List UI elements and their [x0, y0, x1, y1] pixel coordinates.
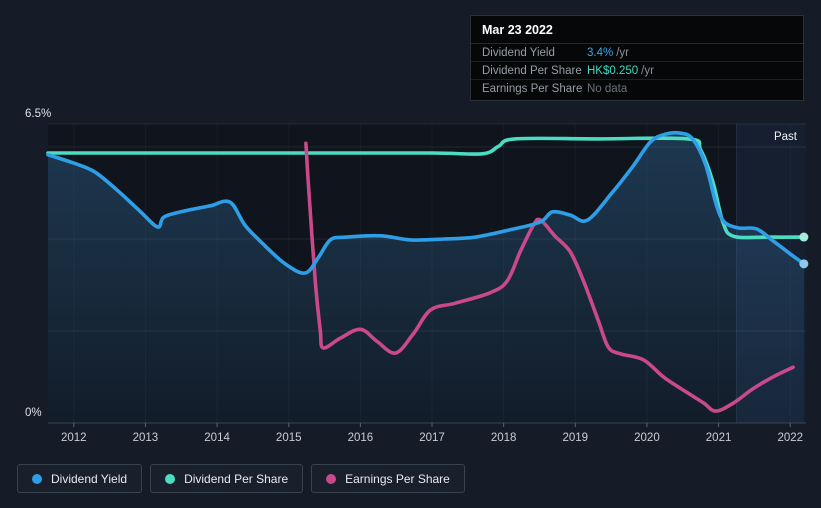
x-axis-label: 2013 [133, 432, 159, 444]
x-axis-label: 2018 [491, 432, 517, 444]
legend-item-dividend-yield[interactable]: Dividend Yield [17, 464, 143, 493]
y-axis-min-label: 0% [25, 407, 42, 419]
tooltip-value-suffix: /yr [616, 46, 629, 59]
legend-label: Dividend Yield [51, 471, 128, 486]
past-label: Past [774, 131, 798, 143]
x-axis-label: 2014 [204, 432, 230, 444]
tooltip-value: HK$0.250 [587, 64, 639, 77]
legend-label: Dividend Per Share [184, 471, 289, 486]
tooltip-label: Dividend Yield [482, 46, 555, 59]
dividend-yield-line [46, 130, 806, 275]
tooltip-row-earnings-per-share: Earnings Per Share No data [471, 80, 803, 100]
dividend-per-share-line [46, 136, 806, 240]
x-axis-ticks: 2012 2013 2014 2015 2016 2017 2018 2019 2020 2021… [61, 423, 803, 444]
dividend-yield-end-marker [799, 259, 809, 269]
earnings-per-share-line [304, 141, 795, 413]
chart-tooltip: Mar 23 2022 Dividend Yield 3.4% /yr Divi… [470, 15, 804, 101]
x-axis-label: 2022 [777, 432, 803, 444]
chart-legend: Dividend Yield Dividend Per Share Earnin… [17, 464, 465, 493]
dividend-per-share-end-marker [799, 232, 809, 242]
tooltip-value-suffix: /yr [641, 64, 654, 77]
tooltip-value: 3.4% [587, 46, 614, 59]
tooltip-row-dividend-yield: Dividend Yield 3.4% /yr [471, 44, 803, 62]
y-axis-max-label: 6.5% [25, 108, 51, 120]
tooltip-row-dividend-per-share: Dividend Per Share HK$0.250 /yr [471, 62, 803, 80]
x-axis-label: 2019 [563, 432, 589, 444]
tooltip-label: Earnings Per Share [482, 82, 583, 95]
earnings-per-share-dot-icon [326, 473, 337, 484]
legend-label: Earnings Per Share [345, 471, 450, 486]
x-axis-label: 2015 [276, 432, 302, 444]
tooltip-value: No data [587, 82, 628, 95]
tooltip-label: Dividend Per Share [482, 64, 582, 77]
dividend-history-chart[interactable]: 2012 2013 2014 2015 2016 2017 2018 2019 2020 2021… [0, 0, 821, 460]
tooltip-date: Mar 23 2022 [471, 16, 803, 44]
chart-hover-area[interactable] [48, 124, 806, 423]
x-axis-label: 2016 [348, 432, 374, 444]
x-axis-label: 2012 [61, 432, 87, 444]
x-axis-label: 2021 [706, 432, 732, 444]
legend-item-dividend-per-share[interactable]: Dividend Per Share [150, 464, 304, 493]
dividend-yield-dot-icon [32, 473, 42, 484]
x-axis-label: 2020 [634, 432, 660, 444]
dividend-per-share-dot-icon [165, 473, 176, 484]
legend-item-earnings-per-share[interactable]: Earnings Per Share [311, 464, 465, 493]
x-axis-label: 2017 [419, 432, 445, 444]
